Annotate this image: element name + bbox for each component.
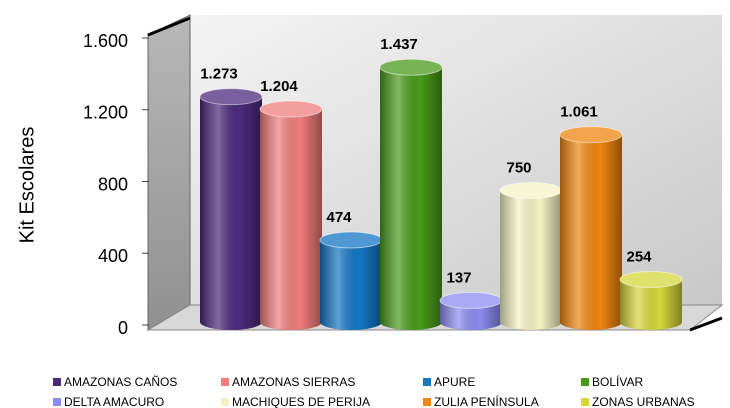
bar-top-shade [380, 59, 442, 76]
legend-swatch [423, 378, 431, 386]
legend-swatch [581, 378, 589, 386]
value-label: 1.437 [380, 36, 418, 53]
bar-top-shade [620, 271, 682, 288]
y-tick-label: 0 [118, 318, 128, 338]
bar-top-shade [260, 101, 322, 118]
bar-shade [320, 239, 382, 330]
top-edge [147, 16, 191, 37]
value-label: 750 [506, 159, 531, 176]
bar-top-shade [200, 88, 262, 105]
bar-top [379, 58, 443, 76]
legend-label: APURE [434, 375, 475, 389]
legend-label: BOLÍVAR [592, 374, 643, 389]
legend-label: DELTA AMACURO [64, 395, 164, 408]
value-label: 1.273 [200, 66, 238, 83]
y-tick-label: 1.200 [83, 103, 128, 123]
bar-top [619, 270, 683, 288]
legend-swatch [423, 398, 431, 406]
bar-top [259, 100, 323, 118]
bar-shade [260, 109, 322, 330]
legend-label: AMAZONAS CAÑOS [64, 375, 177, 389]
value-label: 137 [446, 269, 471, 286]
value-label: 254 [626, 248, 652, 265]
bar-shade [500, 190, 562, 330]
bar-shade [200, 96, 262, 330]
floor-edge [689, 316, 723, 332]
legend-swatch [221, 398, 229, 406]
value-label: 1.204 [260, 78, 298, 95]
y-tick-label: 1.600 [83, 31, 128, 51]
bar-shade [560, 134, 622, 330]
bar-top-shade [560, 126, 622, 143]
bar-top [559, 126, 623, 144]
side-wall [147, 14, 191, 331]
legend-label: ZONAS URBANAS [592, 395, 695, 408]
value-label: 474 [326, 209, 352, 226]
bar-shade [380, 67, 442, 330]
bar-shade [620, 279, 682, 330]
legend-swatch [581, 398, 589, 406]
value-label: 1.061 [560, 104, 598, 121]
bar-top-shade [500, 182, 562, 199]
y-axis-label: Kit Escolares [16, 127, 38, 244]
bar-top-shade [440, 292, 502, 309]
bar-top [199, 88, 263, 106]
legend-swatch [53, 398, 61, 406]
y-tick-label: 400 [98, 246, 128, 266]
legend-label: ZULIA PENÍNSULA [434, 394, 539, 408]
legend-label: AMAZONAS SIERRAS [232, 375, 355, 389]
legend-swatch [53, 378, 61, 386]
legend-swatch [221, 378, 229, 386]
bar-top-shade [320, 231, 382, 248]
y-tick-label: 800 [98, 174, 128, 194]
legend-label: MACHIQUES DE PERIJA [232, 395, 370, 408]
